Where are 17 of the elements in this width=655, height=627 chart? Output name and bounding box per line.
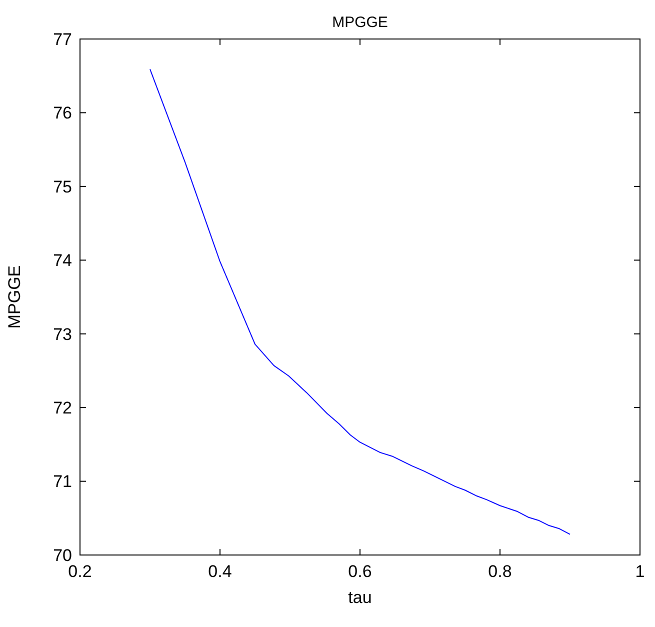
x-tick-label: 0.8 (488, 562, 512, 581)
x-tick-label: 0.2 (68, 562, 92, 581)
y-axis-title: MPGGE (5, 265, 24, 329)
x-tick-label: 0.4 (208, 562, 232, 581)
line-series (150, 68, 570, 535)
y-tick-label: 70 (53, 546, 72, 565)
chart-title: MPGGE (332, 14, 388, 31)
y-tick-label: 71 (53, 472, 72, 492)
x-tick-label: 0.6 (348, 562, 372, 581)
y-tick-label: 73 (53, 324, 72, 344)
y-tick-label: 75 (53, 177, 72, 196)
x-axis-title: tau (348, 588, 372, 607)
y-tick-label: 74 (53, 251, 72, 270)
y-tick-label: 72 (53, 398, 72, 418)
y-tick-label: 77 (53, 30, 72, 49)
x-tick-label: 1 (635, 562, 645, 581)
y-tick-label: 76 (53, 104, 72, 123)
